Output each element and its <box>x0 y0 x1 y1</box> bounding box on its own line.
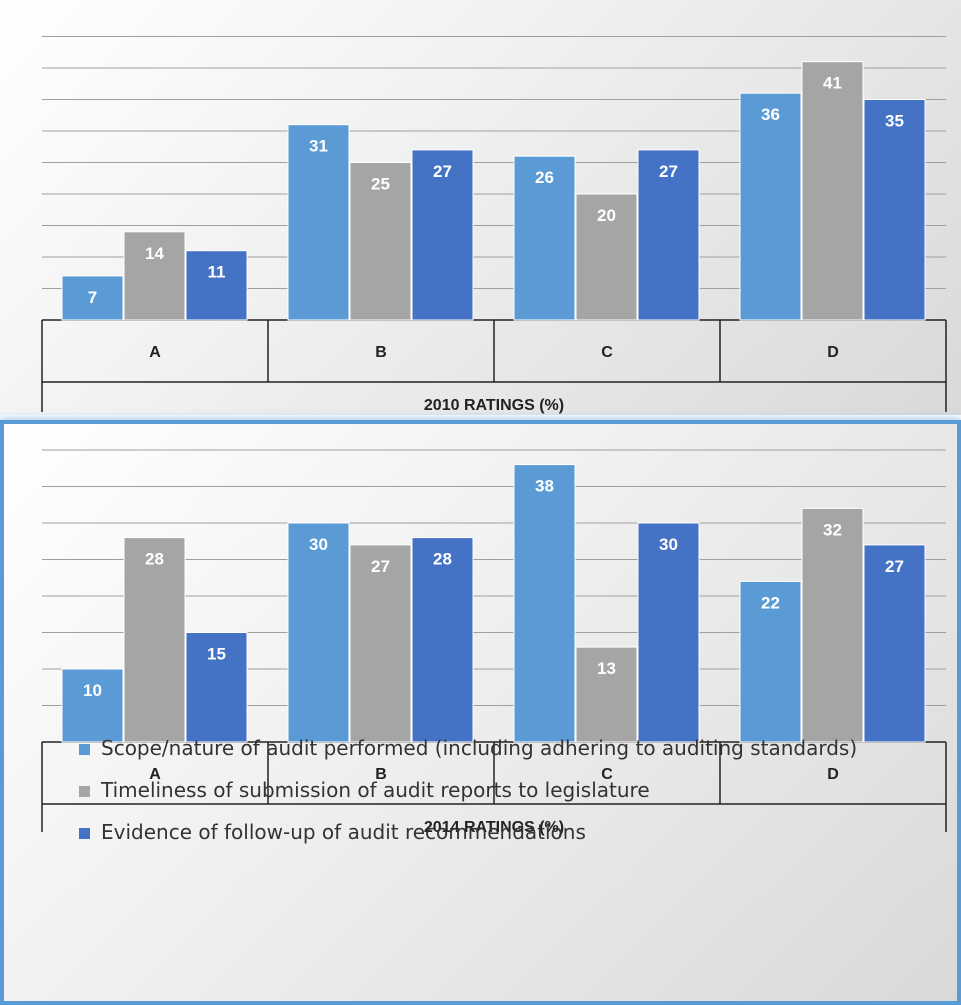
bar-a-series-1 <box>61 275 124 321</box>
category-label-a: A <box>149 344 161 361</box>
data-label: 25 <box>371 175 390 194</box>
category-label-d: D <box>827 766 839 783</box>
bar-b-series-2 <box>349 162 412 321</box>
chart-2010-svg: 7 14 11 A 31 25 27 B 26 20 27 C 36 41 35 D 2010 RATINGS … <box>41 36 947 414</box>
bar-d-series-3 <box>863 99 926 321</box>
data-label: 10 <box>83 681 102 700</box>
bar-c-series-2 <box>575 646 638 743</box>
legend-label-scope: Scope/nature of audit performed (includi… <box>101 736 858 760</box>
chart-2014-panel: 10 28 15 A 30 27 28 B 38 13 30 C 22 32 27 D 2014 RATINGS… <box>0 420 961 1005</box>
data-label: 26 <box>535 168 554 187</box>
legend-swatch-timeliness <box>79 786 90 797</box>
data-label: 20 <box>597 206 616 225</box>
category-label-c: C <box>601 344 613 361</box>
data-label: 35 <box>885 112 904 131</box>
data-label: 31 <box>309 137 328 156</box>
chart-2014-svg: 10 28 15 A 30 27 28 B 38 13 30 C 22 32 27 D 2014 RATINGS… <box>41 449 947 836</box>
data-label: 7 <box>88 288 97 307</box>
x-axis-title: 2010 RATINGS (%) <box>424 397 564 414</box>
legend-swatch-followup <box>79 828 90 839</box>
bar-c-series-1 <box>513 155 576 321</box>
bar-c-series-3 <box>637 522 700 743</box>
data-label: 13 <box>597 659 616 678</box>
legend-swatch-scope <box>79 744 90 755</box>
bar-a-series-3 <box>185 250 248 321</box>
category-label-b: B <box>375 344 387 361</box>
data-label: 27 <box>659 162 678 181</box>
data-label: 22 <box>761 593 780 612</box>
bar-c-series-3 <box>637 149 700 321</box>
category-label-d: D <box>827 344 839 361</box>
bar-d-series-1 <box>739 580 802 743</box>
bar-b-series-3 <box>411 537 474 743</box>
data-label: 30 <box>309 535 328 554</box>
data-label: 41 <box>823 74 842 93</box>
data-label: 36 <box>761 105 780 124</box>
bar-a-series-3 <box>185 632 248 743</box>
bar-a-series-2 <box>123 537 186 743</box>
bar-b-series-1 <box>287 522 350 743</box>
x-axis-title: 2014 RATINGS (%) <box>424 819 564 836</box>
data-label: 28 <box>433 550 452 569</box>
bar-a-series-2 <box>123 231 186 321</box>
data-label: 38 <box>535 477 554 496</box>
category-label-a: A <box>149 766 161 783</box>
legend-label-timeliness: Timeliness of submission of audit report… <box>101 778 650 802</box>
bar-d-series-2 <box>801 507 864 743</box>
bar-b-series-3 <box>411 149 474 321</box>
legend-label-followup: Evidence of follow-up of audit recommend… <box>101 820 586 844</box>
data-label: 30 <box>659 535 678 554</box>
bar-c-series-2 <box>575 193 638 321</box>
data-label: 27 <box>433 162 452 181</box>
category-label-b: B <box>375 766 387 783</box>
bar-d-series-3 <box>863 544 926 743</box>
data-label: 32 <box>823 520 842 539</box>
bar-d-series-1 <box>739 92 802 321</box>
chart-2010-panel: 7 14 11 A 31 25 27 B 26 20 27 C 36 41 35 D 2010 RATINGS … <box>0 0 961 415</box>
data-label: 11 <box>208 263 226 282</box>
data-label: 14 <box>145 244 164 263</box>
bar-a-series-1 <box>61 668 124 743</box>
bar-d-series-2 <box>801 61 864 321</box>
bar-c-series-1 <box>513 464 576 743</box>
data-label: 27 <box>371 557 390 576</box>
data-label: 15 <box>207 645 226 664</box>
bar-b-series-1 <box>287 124 350 321</box>
data-label: 27 <box>885 557 904 576</box>
bar-b-series-2 <box>349 544 412 743</box>
data-label: 28 <box>145 550 164 569</box>
category-label-c: C <box>601 766 613 783</box>
